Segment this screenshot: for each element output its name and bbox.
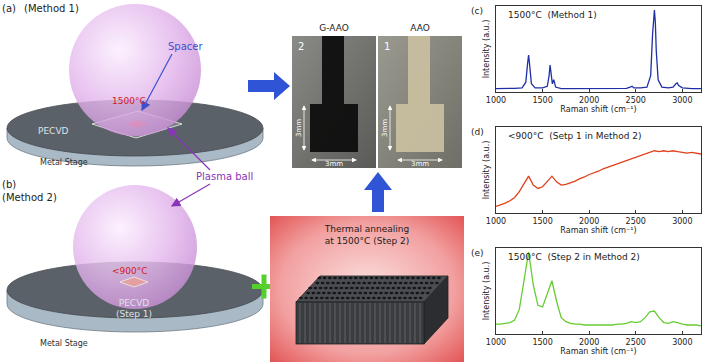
svg-text:Raman shift (cm⁻¹): Raman shift (cm⁻¹) [560,347,636,356]
svg-text:2500: 2500 [626,96,646,105]
svg-text:Intensity (a.u.): Intensity (a.u.) [482,141,491,200]
svg-text:PECVD: PECVD [38,126,69,136]
svg-text:2000: 2000 [579,217,599,226]
svg-text:AAO: AAO [410,23,430,33]
svg-text:2000: 2000 [579,96,599,105]
svg-text:Plasma ball: Plasma ball [196,171,253,182]
svg-text:1500°C (Step 2 in Method 2): 1500°C (Step 2 in Method 2) [508,252,640,262]
svg-text:Thermal annealing: Thermal annealing [324,224,409,234]
svg-text:Intensity (a.u.): Intensity (a.u.) [482,262,491,321]
svg-text:(d): (d) [471,127,484,137]
svg-text:3000: 3000 [672,96,692,105]
svg-text:2: 2 [298,41,304,52]
svg-text:Intensity (a.u.): Intensity (a.u.) [482,20,491,79]
svg-text:3mm: 3mm [295,119,303,137]
svg-text:3mm: 3mm [325,160,343,168]
svg-text:at 1500°C (Step 2): at 1500°C (Step 2) [325,236,410,246]
svg-text:3000: 3000 [672,338,692,347]
svg-text:(Method 1): (Method 1) [24,3,79,14]
svg-text:<900°C (Setp 1 in Method 2): <900°C (Setp 1 in Method 2) [508,131,642,141]
svg-text:(a): (a) [2,3,16,14]
svg-text:G-AAO: G-AAO [319,23,349,33]
svg-text:2500: 2500 [626,217,646,226]
svg-text:(Method 2): (Method 2) [2,192,57,203]
svg-text:1500: 1500 [532,338,552,347]
svg-text:1000: 1000 [486,338,506,347]
svg-text:(e): (e) [471,248,484,258]
svg-text:2000: 2000 [579,338,599,347]
svg-text:Metal Stage: Metal Stage [40,158,88,167]
svg-text:1500°C: 1500°C [112,96,146,106]
svg-text:1: 1 [384,41,390,52]
svg-text:1500: 1500 [532,96,552,105]
svg-text:Metal Stage: Metal Stage [40,339,88,348]
svg-text:(c): (c) [471,6,483,16]
svg-text:(Step 1): (Step 1) [116,309,152,319]
svg-text:3mm: 3mm [381,119,389,137]
svg-text:1000: 1000 [486,217,506,226]
svg-text:PECVD: PECVD [119,298,150,308]
svg-text:Spacer: Spacer [168,41,203,52]
svg-text:Raman shift (cm⁻¹): Raman shift (cm⁻¹) [560,105,636,114]
svg-text:3mm: 3mm [411,160,429,168]
svg-text:1500°C (Method 1): 1500°C (Method 1) [508,10,597,20]
svg-text:Raman shift (cm⁻¹): Raman shift (cm⁻¹) [560,226,636,235]
svg-text:1500: 1500 [532,217,552,226]
svg-text:3000: 3000 [672,217,692,226]
svg-text:<900°C: <900°C [112,266,148,276]
svg-text:1000: 1000 [486,96,506,105]
svg-text:(b): (b) [2,179,16,190]
svg-text:2500: 2500 [626,338,646,347]
